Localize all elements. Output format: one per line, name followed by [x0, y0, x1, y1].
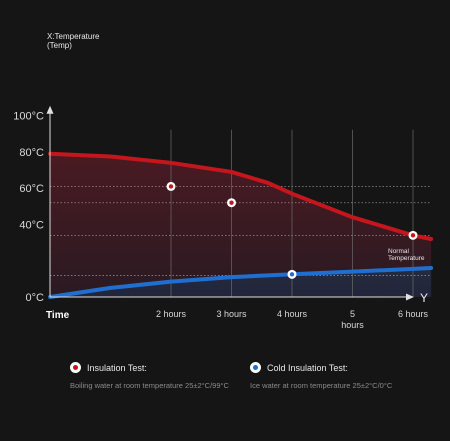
cold-insulation-area [50, 268, 432, 297]
x-tick-label: 4 hours [277, 309, 308, 319]
x-axis-label: Y [420, 291, 428, 305]
legend-marker-icon [70, 362, 81, 373]
x-start-label: Time [46, 310, 70, 321]
annotation-normal-temperature: Normal Temperature [388, 248, 425, 262]
legend-insulation: Insulation Test: Boiling water at room t… [70, 362, 229, 390]
y-axis-label: X:Temperature (Temp) [47, 32, 100, 50]
data-point-core [410, 233, 416, 238]
y-axis-arrow-icon [46, 105, 54, 114]
series-line-insulation [48, 151, 434, 241]
series-line-cold-insulation [48, 266, 434, 299]
legend-title: Insulation Test: [87, 362, 147, 373]
legend-title: Cold Insulation Test: [267, 362, 348, 373]
insulation-area [50, 153, 432, 297]
legend-cold-insulation: Cold Insulation Test: Ice water at room … [250, 362, 392, 390]
x-tick-label: 5 hours [341, 309, 364, 330]
y-tick-label: 80°C [19, 147, 44, 159]
x-tick-label: 3 hours [216, 309, 247, 319]
data-point-core [168, 184, 174, 189]
y-tick-label: 100°C [13, 111, 44, 123]
x-tick-label: 2 hours [156, 309, 187, 319]
x-axis-arrow-icon [406, 293, 414, 301]
data-point-core [289, 272, 295, 277]
legend-description: Ice water at room temperature 25±2°C/0°C [250, 381, 393, 390]
x-tick-label: 6 hours [398, 309, 429, 319]
legend-description: Boiling water at room temperature 25±2°C… [70, 381, 229, 390]
data-point-core [229, 200, 234, 205]
y-tick-label: 60°C [19, 183, 44, 195]
y-tick-label: 0°C [26, 292, 45, 304]
legend-marker-icon [250, 362, 261, 373]
y-tick-label: 40°C [19, 219, 44, 231]
